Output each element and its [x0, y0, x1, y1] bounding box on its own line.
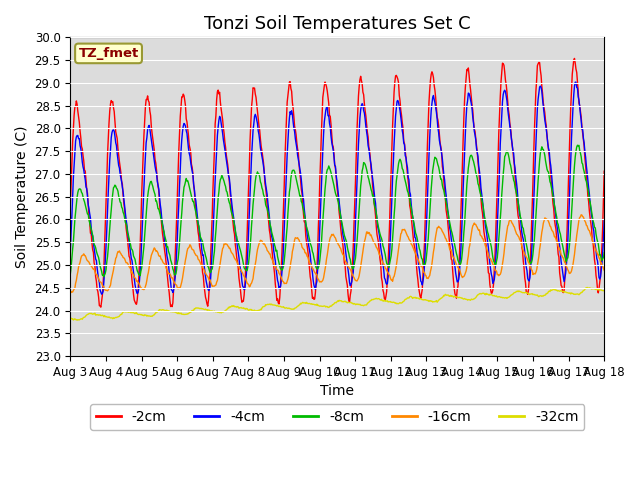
Line: -32cm: -32cm	[70, 288, 604, 320]
-32cm	[186, 309, 194, 315]
-2cm	[67, 200, 74, 205]
-2cm	[76, 128, 84, 134]
-8cm	[403, 184, 410, 190]
-2cm	[186, 145, 194, 151]
-32cm	[583, 285, 591, 290]
-4cm	[403, 161, 410, 167]
-4cm	[214, 124, 222, 130]
Y-axis label: Soil Temperature (C): Soil Temperature (C)	[15, 125, 29, 268]
-16cm	[67, 288, 74, 294]
-32cm	[67, 315, 74, 321]
-2cm	[419, 286, 426, 292]
-16cm	[214, 273, 222, 278]
-2cm	[97, 304, 105, 310]
-4cm	[419, 282, 426, 288]
-8cm	[600, 250, 608, 255]
-8cm	[100, 274, 108, 280]
-16cm	[132, 276, 140, 282]
-8cm	[132, 261, 140, 266]
-4cm	[132, 286, 140, 291]
-4cm	[67, 248, 74, 253]
-4cm	[186, 153, 194, 159]
-16cm	[77, 256, 84, 262]
-32cm	[77, 316, 84, 322]
-32cm	[600, 288, 608, 294]
-16cm	[186, 242, 194, 248]
-2cm	[571, 56, 579, 61]
-2cm	[214, 87, 222, 93]
-32cm	[73, 317, 81, 323]
-8cm	[186, 186, 194, 192]
-32cm	[132, 310, 140, 316]
Line: -16cm: -16cm	[70, 215, 604, 292]
Title: Tonzi Soil Temperatures Set C: Tonzi Soil Temperatures Set C	[204, 15, 470, 33]
-2cm	[132, 300, 140, 306]
Line: -2cm: -2cm	[70, 59, 604, 307]
-16cm	[419, 264, 426, 270]
-8cm	[76, 186, 84, 192]
Line: -8cm: -8cm	[70, 145, 604, 277]
-4cm	[98, 291, 106, 297]
-8cm	[419, 256, 426, 262]
-32cm	[403, 296, 410, 302]
-8cm	[573, 143, 581, 148]
-32cm	[214, 310, 222, 315]
Text: TZ_fmet: TZ_fmet	[79, 47, 139, 60]
Line: -4cm: -4cm	[70, 82, 604, 294]
-16cm	[67, 289, 75, 295]
-4cm	[76, 143, 84, 148]
-16cm	[403, 231, 410, 237]
-16cm	[600, 267, 608, 273]
-16cm	[577, 212, 585, 218]
X-axis label: Time: Time	[320, 384, 355, 398]
-4cm	[572, 79, 580, 85]
-2cm	[403, 163, 410, 169]
-2cm	[600, 168, 608, 174]
-32cm	[419, 297, 426, 302]
Legend: -2cm, -4cm, -8cm, -16cm, -32cm: -2cm, -4cm, -8cm, -16cm, -32cm	[90, 405, 584, 430]
-8cm	[67, 271, 74, 276]
-4cm	[600, 217, 608, 223]
-8cm	[214, 195, 222, 201]
